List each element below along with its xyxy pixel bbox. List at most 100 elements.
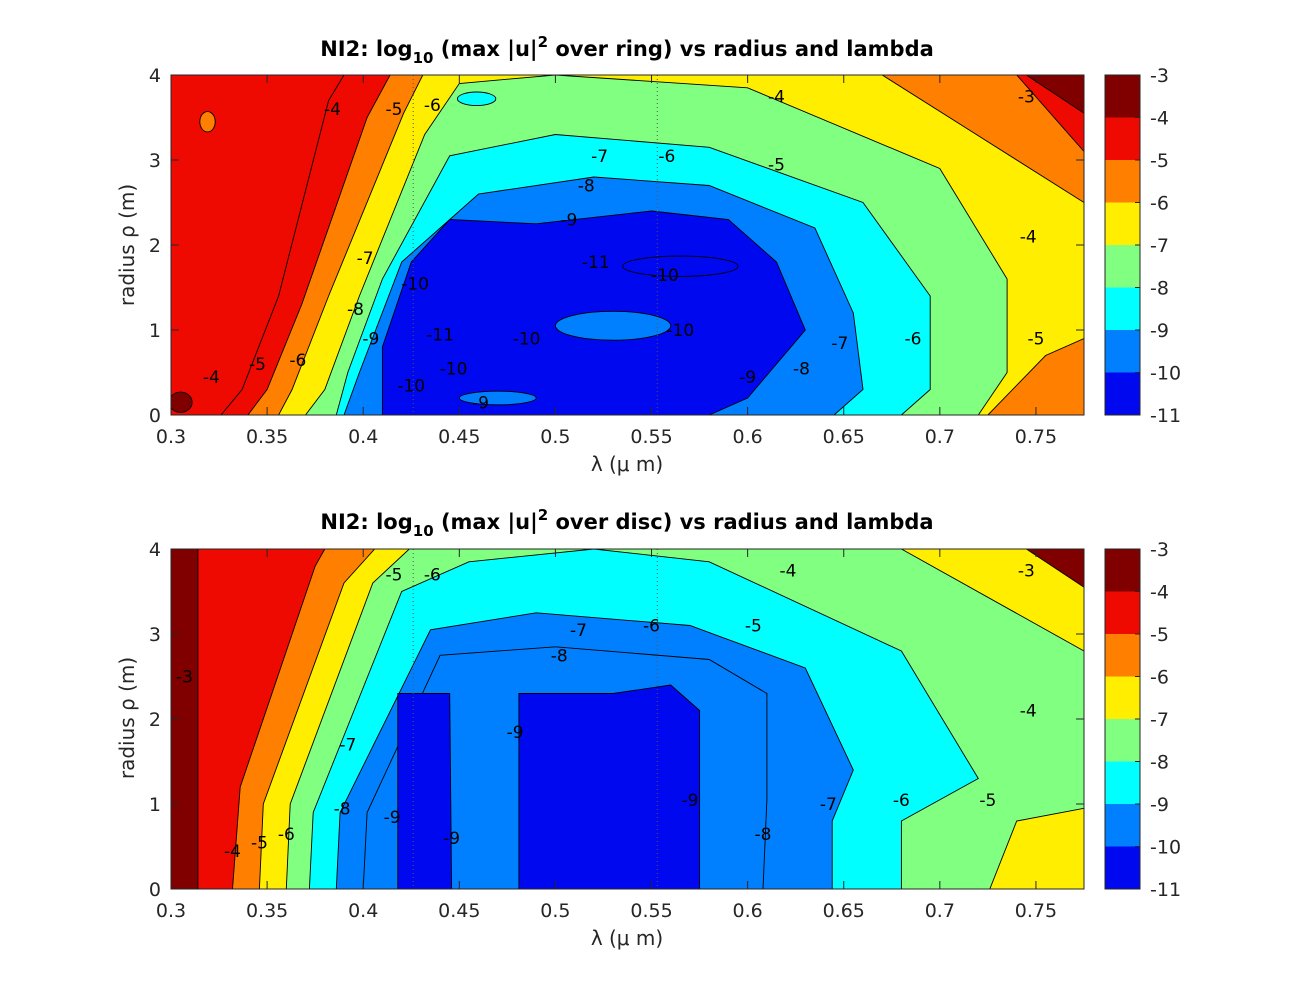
bottom-colorbar-tick-label-5: -8 <box>1150 752 1169 774</box>
top-x-axis-label: λ (μ m) <box>591 452 663 476</box>
bottom-colorbar-tick-label-2: -5 <box>1150 624 1169 646</box>
bottom-y-tick-label-2: 2 <box>149 709 161 731</box>
top-x-tick-label-0: 0.3 <box>156 426 186 448</box>
bottom-x-tick-label-7: 0.65 <box>823 900 865 922</box>
top-blob-4 <box>458 390 537 406</box>
bottom-contour-label-14: -9 <box>681 791 698 811</box>
top-contour-label-14: -9 <box>472 393 489 413</box>
top-contour-label-19: -5 <box>249 355 266 375</box>
bottom-contour-label-11: -9 <box>384 808 401 828</box>
bottom-x-tick-label-4: 0.5 <box>540 900 570 922</box>
top-colorbar-tick-label-4: -7 <box>1150 235 1169 257</box>
top-colorbar-tick-label-5: -8 <box>1150 278 1169 300</box>
top-x-tick-label-9: 0.75 <box>1015 426 1057 448</box>
bottom-x-tick-label-9: 0.75 <box>1015 900 1057 922</box>
bottom-chart-title: NI2: log10 (max |u|2 over disc) vs radiu… <box>320 506 933 540</box>
top-contour-label-29: -8 <box>793 359 810 379</box>
bottom-colorbar-band-3 <box>1105 676 1140 720</box>
bottom-contour-label-15: -8 <box>755 825 772 845</box>
bottom-y-axis-label: radius ρ (m) <box>115 657 139 779</box>
top-colorbar-band-4 <box>1105 245 1140 288</box>
top-x-tick-label-8: 0.7 <box>925 426 955 448</box>
bottom-colorbar-tick-label-6: -9 <box>1150 794 1169 816</box>
bottom-colorbar-band-6 <box>1105 804 1140 847</box>
top-contour-label-26: -7 <box>831 334 848 354</box>
bottom-colorbar-tick-label-0: -3 <box>1150 539 1169 561</box>
bottom-corner-region <box>1025 549 1084 588</box>
bottom-contour-label-3: -6 <box>643 617 660 637</box>
bottom-contour-label-21: -4 <box>224 842 241 862</box>
top-y-tick-label-1: 1 <box>149 320 161 342</box>
top-x-tick-label-2: 0.4 <box>348 426 378 448</box>
bottom-y-tick-label-1: 1 <box>149 794 161 816</box>
bottom-contour-plot: -5 -6-7 -6 -5-4 -3-8-3-7-8 -9-9-9-9-8-7 -6 -5-6… <box>149 539 1085 922</box>
top-contour-label-16: -8 <box>347 300 364 320</box>
top-colorbar-band-5 <box>1105 287 1140 331</box>
bottom-x-tick-label-1: 0.35 <box>246 900 288 922</box>
top-colorbar-tick-label-1: -4 <box>1150 108 1169 130</box>
bottom-contour-label-8: -3 <box>176 668 193 688</box>
bottom-colorbar-tick-label-7: -10 <box>1150 837 1181 859</box>
bottom-contour-label-0: -5 <box>385 566 402 586</box>
top-contour-label-8: -10 <box>401 274 429 294</box>
bottom-contour-label-10: -8 <box>334 799 351 819</box>
top-contour-label-4: -8 <box>578 177 595 197</box>
top-colorbar-tick-label-3: -6 <box>1150 193 1169 215</box>
top-contour-label-17: -7 <box>357 249 374 269</box>
top-panel: NI2: log10 (max |u|2 over ring) vs radiu… <box>115 33 1181 476</box>
top-y-tick-label-3: 3 <box>149 150 161 172</box>
top-contour-label-21: -6 <box>658 147 675 167</box>
top-blob-2 <box>171 391 193 413</box>
top-contour-label-1: -5 <box>385 100 402 120</box>
top-contour-label-18: -6 <box>289 351 306 371</box>
bottom-contour-label-19: -6 <box>278 825 295 845</box>
top-contour-label-24: -3 <box>1018 87 1035 107</box>
top-blob-1 <box>456 91 497 107</box>
bottom-contour-label-9: -7 <box>339 736 356 756</box>
bottom-colorbar-band-1 <box>1105 591 1140 635</box>
top-y-tick-label-0: 0 <box>149 405 161 427</box>
top-x-tick-label-1: 0.35 <box>246 426 288 448</box>
top-colorbar-tick-label-0: -3 <box>1150 65 1169 87</box>
top-contour-label-10: -10 <box>440 359 468 379</box>
bottom-colorbar-band-0 <box>1105 549 1140 592</box>
top-contour-label-11: -10 <box>513 330 541 350</box>
bottom-contour-label-16: -7 <box>820 795 837 815</box>
top-colorbar-tick-label-6: -9 <box>1150 320 1169 342</box>
top-colorbar-band-1 <box>1105 117 1140 161</box>
top-contour-label-28: -5 <box>1027 330 1044 350</box>
bottom-colorbar-tick-label-4: -7 <box>1150 709 1169 731</box>
bottom-x-tick-label-8: 0.7 <box>925 900 955 922</box>
bottom-contour-label-5: -4 <box>780 561 797 581</box>
bottom-contour-label-4: -5 <box>745 617 762 637</box>
top-contour-label-27: -6 <box>904 330 921 350</box>
top-colorbar-band-0 <box>1105 75 1140 118</box>
top-filled-regions <box>171 75 1084 415</box>
bottom-contour-label-20: -5 <box>251 833 268 853</box>
bottom-contour-region-9 <box>518 684 701 889</box>
top-x-tick-label-4: 0.5 <box>540 426 570 448</box>
top-colorbar-tick-label-8: -11 <box>1150 405 1181 427</box>
bottom-colorbar-band-5 <box>1105 761 1140 805</box>
top-y-tick-label-4: 4 <box>149 65 161 87</box>
bottom-x-tick-label-5: 0.55 <box>630 900 672 922</box>
top-chart-title: NI2: log10 (max |u|2 over ring) vs radiu… <box>320 33 934 67</box>
bottom-contour-label-12: -9 <box>443 829 460 849</box>
top-x-tick-label-6: 0.6 <box>733 426 763 448</box>
bottom-colorbar-tick-label-1: -4 <box>1150 582 1169 604</box>
top-contour-label-20: -4 <box>203 368 220 388</box>
top-x-tick-label-5: 0.55 <box>630 426 672 448</box>
bottom-y-tick-label-4: 4 <box>149 539 161 561</box>
top-contour-label-3: -7 <box>591 147 608 167</box>
top-colorbar-tick-label-2: -5 <box>1150 150 1169 172</box>
bottom-contour-label-17: -6 <box>893 791 910 811</box>
top-contour-label-30: -9 <box>739 368 756 388</box>
top-y-tick-label-2: 2 <box>149 235 161 257</box>
bottom-contour-region-8 <box>397 693 453 889</box>
top-contour-label-23: -4 <box>768 87 785 107</box>
bottom-x-tick-label-3: 0.45 <box>438 900 480 922</box>
top-colorbar-band-3 <box>1105 202 1140 246</box>
top-colorbar: -3 -4 -5 -6 -7 -8 -9 -10 -11 <box>1104 65 1181 427</box>
top-contour-label-6: -11 <box>582 253 610 273</box>
